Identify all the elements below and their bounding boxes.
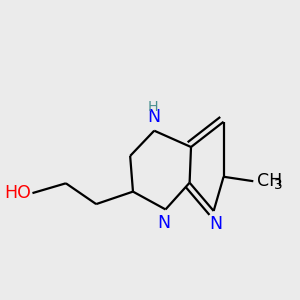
Text: H: H [148, 100, 158, 114]
Text: N: N [158, 214, 171, 232]
Text: CH: CH [257, 172, 282, 190]
Text: N: N [209, 215, 223, 233]
Text: N: N [148, 108, 161, 126]
Text: 3: 3 [274, 178, 283, 192]
Text: HO: HO [4, 184, 31, 202]
